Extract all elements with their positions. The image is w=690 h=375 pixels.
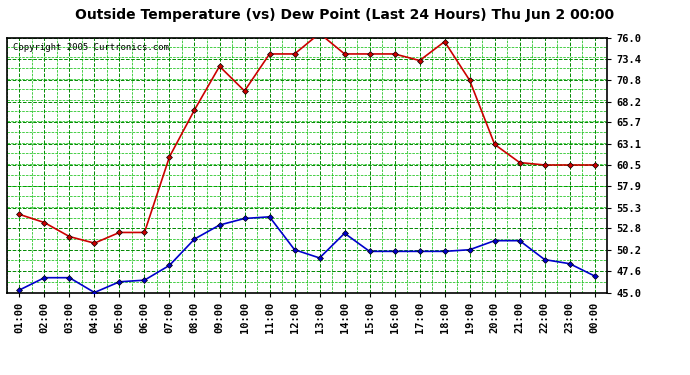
Text: Outside Temperature (vs) Dew Point (Last 24 Hours) Thu Jun 2 00:00: Outside Temperature (vs) Dew Point (Last… bbox=[75, 8, 615, 21]
Text: Copyright 2005 Curtronics.com: Copyright 2005 Curtronics.com bbox=[13, 43, 169, 52]
